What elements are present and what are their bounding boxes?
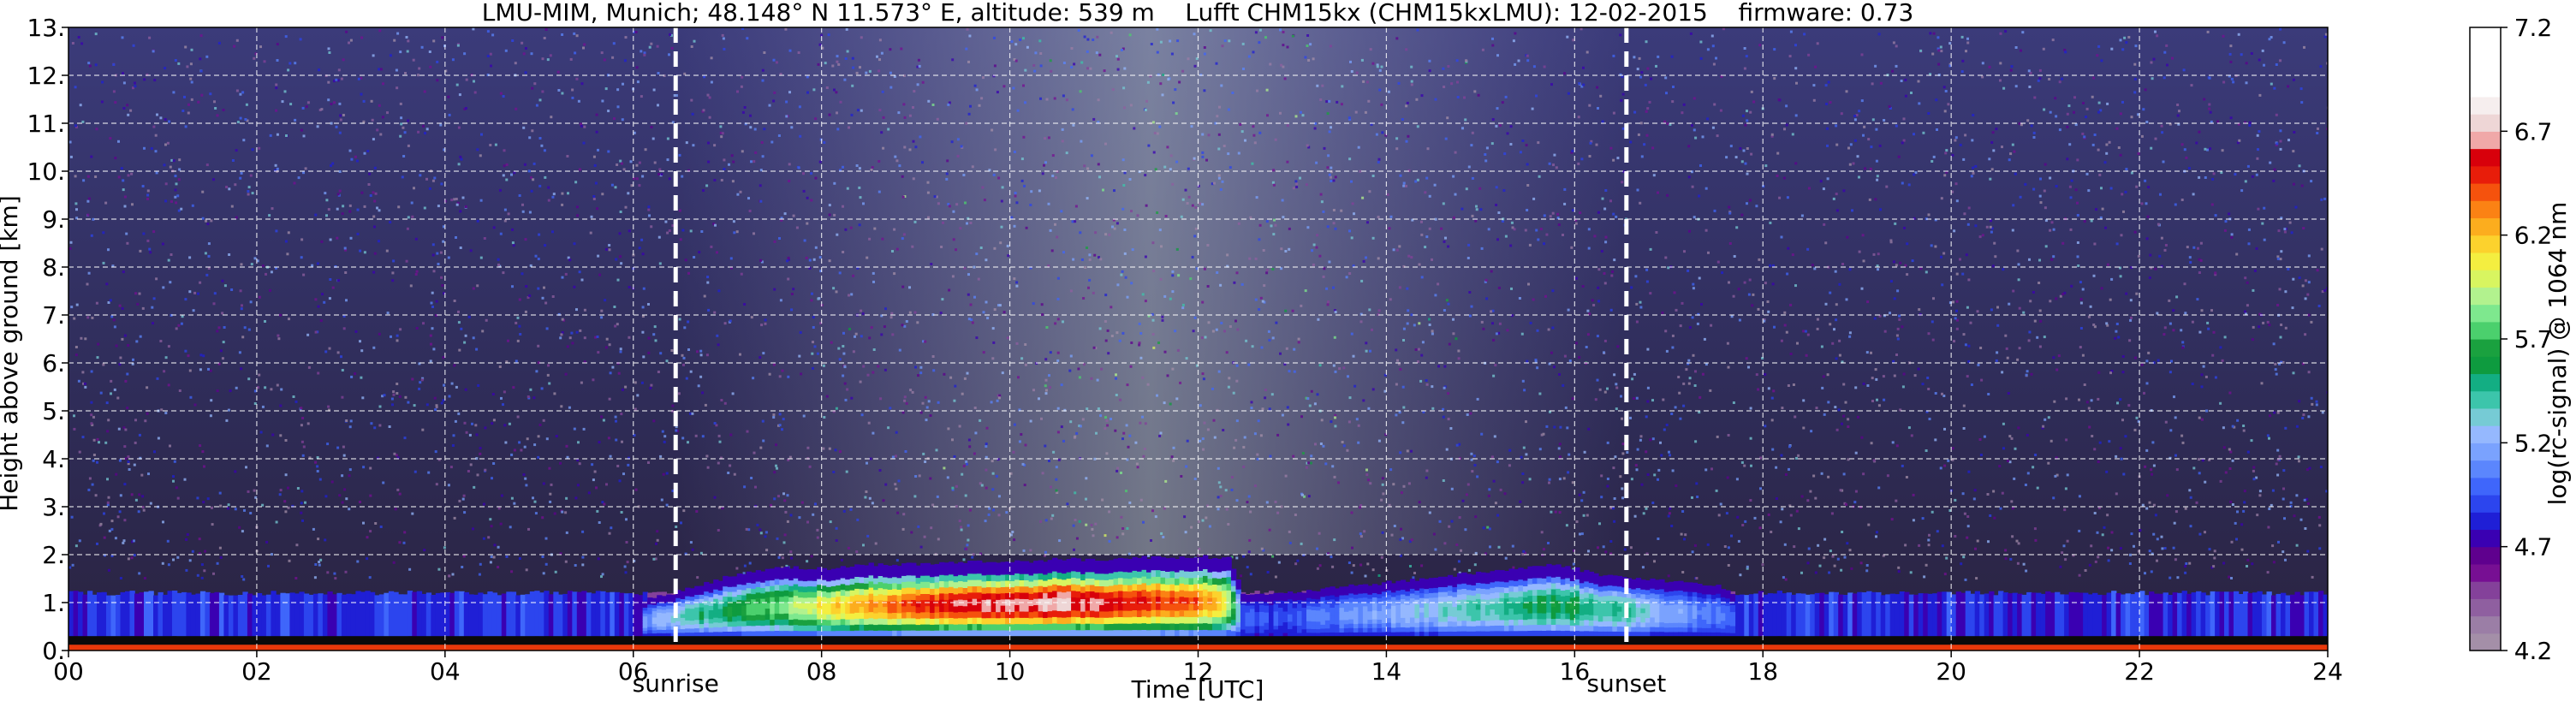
y-tick-label: 0. [42,637,65,665]
x-tick-label: 24 [2312,657,2343,686]
y-tick-label: 5. [42,397,65,425]
colorbar-segment [2470,114,2501,132]
x-tick-label: 18 [1747,657,1778,686]
sunset-label: sunset [1586,669,1666,698]
y-tick-label: 7. [42,301,65,330]
colorbar-segment [2470,287,2501,306]
x-tick-label: 06 [618,657,649,686]
y-tick-label: 13. [27,14,65,42]
y-axis-label: Height above ground [km] [0,195,23,512]
colorbar-segment [2470,425,2501,443]
colorbar-segment [2470,217,2501,236]
colorbar-tick-label: 5.7 [2514,325,2553,354]
y-tick-label: 12. [27,62,65,90]
colorbar-segment [2470,270,2501,288]
x-tick-label: 00 [53,657,84,686]
colorbar-segment [2470,27,2501,45]
grid [68,27,2328,651]
colorbar-segment [2470,165,2501,184]
colorbar-segment [2470,235,2501,253]
colorbar-label: log(rc-signal) @ 1064 nm [2543,202,2572,506]
x-axis: 00 02 04 06 08 10 12 14 16 18 20 22 24 [53,651,2343,686]
chart-title: LMU-MIM, Munich; 48.148° N 11.573° E, al… [482,0,1914,27]
x-tick-label: 22 [2124,657,2155,686]
y-tick-label: 4. [42,445,65,473]
x-tick-label: 12 [1183,657,1214,686]
colorbar-segment [2470,252,2501,270]
heatmap [68,27,2328,651]
colorbar-segment [2470,563,2501,582]
colorbar-segment [2470,62,2501,80]
x-tick-label: 16 [1560,657,1591,686]
colorbar-segment [2470,460,2501,478]
colorbar-segment [2470,339,2501,357]
plot-area [68,27,2329,651]
colorbar-segment [2470,512,2501,531]
colorbar-segment [2470,407,2501,426]
colorbar: 4.2 4.7 5.2 5.7 6.2 6.7 7.2 [2469,14,2553,665]
colorbar-tick-label: 4.7 [2514,533,2553,561]
overlap-region [68,636,2328,645]
colorbar-segment [2470,373,2501,392]
colorbar-tick-label: 6.7 [2514,117,2553,146]
colorbar-segment [2470,598,2501,617]
colorbar-segment [2470,581,2501,599]
x-tick-label: 02 [241,657,272,686]
colorbar-segment [2470,633,2501,651]
sun-markers [673,27,1629,651]
y-tick-label: 2. [42,541,65,569]
colorbar-segment [2470,148,2501,167]
colorbar-segment [2470,546,2501,565]
colorbar-segment [2470,96,2501,115]
x-tick-label: 10 [995,657,1026,686]
noise-speckle [68,27,2328,581]
colorbar-segment [2470,45,2501,63]
y-tick-label: 6. [42,349,65,377]
x-axis-label: Time [UTC] [1131,675,1264,704]
colorbar-segment [2470,79,2501,98]
y-tick-label: 1. [42,589,65,617]
colorbar-segment [2470,443,2501,461]
colorbar-segment [2470,356,2501,375]
colorbar-segment [2470,529,2501,548]
y-tick-label: 10. [27,157,65,186]
y-axis: 0. 1. 2. 3. 4. 5. 6. 7. 8. 9. 10. 11. 12. 13. [27,14,68,665]
y-tick-label: 8. [42,253,65,282]
colorbar-segment [2470,321,2501,340]
colorbar-tick-label: 4.2 [2514,637,2553,665]
annotations: sunrise sunset [633,669,1667,698]
colorbar-segment [2470,200,2501,219]
colorbar-segment [2470,304,2501,323]
colorbar-segment [2470,615,2501,634]
colorbar-segment [2470,131,2501,150]
colorbar-tick-label: 7.2 [2514,14,2553,42]
colorbar-segment [2470,495,2501,513]
colorbar-segment [2470,183,2501,201]
colorbar-segment [2470,477,2501,496]
y-tick-label: 3. [42,493,65,521]
colorbar-tick-label: 5.2 [2514,429,2553,457]
y-tick-label: 9. [42,205,65,234]
x-tick-label: 20 [1936,657,1966,686]
x-tick-label: 14 [1371,657,1402,686]
y-tick-label: 11. [27,110,65,138]
colorbar-segment [2470,390,2501,409]
x-tick-label: 08 [806,657,837,686]
sunrise-label: sunrise [633,669,719,698]
x-tick-label: 04 [430,657,461,686]
colorbar-tick-label: 6.2 [2514,222,2553,250]
